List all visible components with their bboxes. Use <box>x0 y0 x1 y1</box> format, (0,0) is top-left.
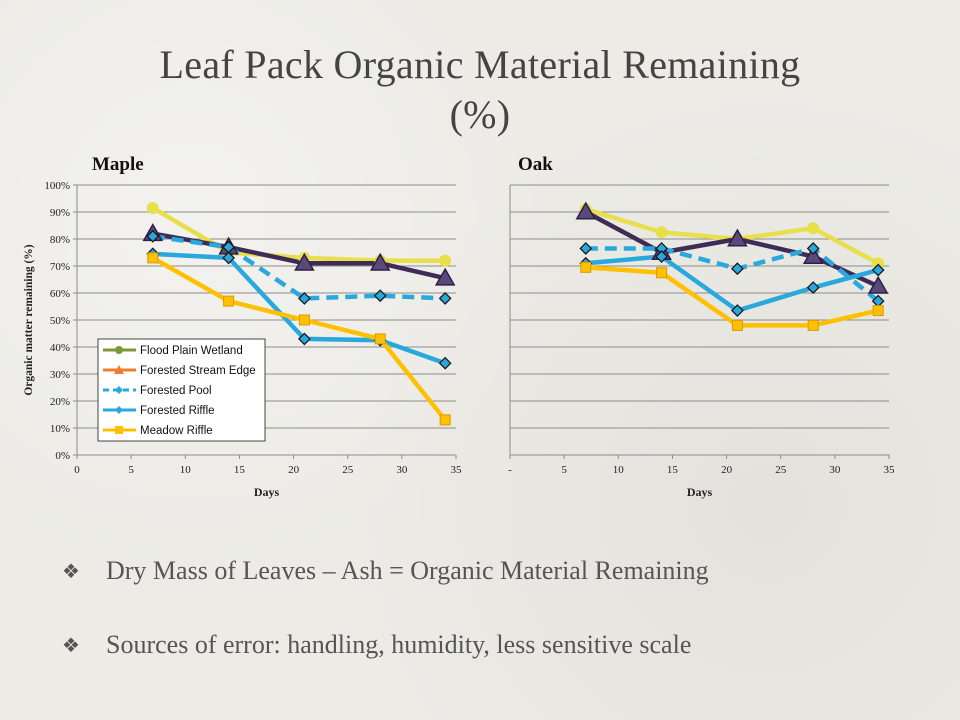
data-point <box>867 275 889 294</box>
y-tick-label: 10% <box>50 423 70 435</box>
data-point <box>656 267 668 279</box>
data-point <box>655 250 669 263</box>
legend-label: Flood Plain Wetland <box>140 345 243 357</box>
y-tick-label: 40% <box>50 342 70 354</box>
legend-marker <box>115 386 123 394</box>
slide-title-line-2: (%) <box>449 92 511 137</box>
y-axis-label: Organic matter remaining (%) <box>23 244 35 395</box>
oak-chart: - 5 10 15 20 25 30 35 Oak Days <box>508 154 895 499</box>
x-tick-label: 0 <box>74 464 80 476</box>
data-point <box>806 242 820 255</box>
x-tick-label: 25 <box>342 464 354 476</box>
data-point <box>655 226 668 239</box>
x-tick-label: 30 <box>829 464 841 476</box>
x-tick-label: 35 <box>884 464 896 476</box>
legend-label: Forested Pool <box>140 385 212 397</box>
data-point <box>223 295 235 307</box>
data-point <box>806 281 820 295</box>
x-tick-label: 35 <box>451 464 463 476</box>
x-axis-label: Days <box>254 485 280 499</box>
data-point <box>575 201 597 220</box>
data-point <box>146 201 159 214</box>
bullet-list: ❖ Dry Mass of Leaves – Ash = Organic Mat… <box>62 548 942 696</box>
data-point <box>438 356 452 370</box>
legend-label: Meadow Riffle <box>140 425 213 437</box>
data-point <box>727 228 748 247</box>
legend-label: Forested Stream Edge <box>140 365 256 377</box>
y-tick-label: 30% <box>50 369 70 381</box>
data-point <box>802 246 824 265</box>
x-tick-label: 25 <box>775 464 787 476</box>
data-point <box>579 242 593 255</box>
data-point <box>807 319 819 331</box>
x-tick-label: 30 <box>396 464 408 476</box>
y-tick-label: 70% <box>50 261 70 273</box>
x-tick-label: 10 <box>613 464 625 476</box>
legend-marker <box>115 406 123 414</box>
data-point <box>374 333 386 345</box>
y-tick-label: 60% <box>50 288 70 300</box>
bullet-text: Dry Mass of Leaves – Ash = Organic Mater… <box>106 556 709 585</box>
chart-title: Maple <box>92 154 144 175</box>
y-tick-label: 80% <box>50 234 70 246</box>
bullet-item: ❖ Dry Mass of Leaves – Ash = Organic Mat… <box>62 548 942 594</box>
data-point <box>297 291 311 305</box>
data-point <box>580 261 592 273</box>
legend-marker <box>115 426 123 434</box>
data-point <box>373 289 387 303</box>
chart-legend: Flood Plain Wetland Forested Stream Edge F… <box>97 338 266 442</box>
data-point <box>298 314 310 326</box>
x-tick-label: 10 <box>180 464 192 476</box>
data-point <box>369 252 391 271</box>
data-point <box>807 222 820 235</box>
data-point <box>434 267 456 286</box>
bullet-icon: ❖ <box>62 559 80 583</box>
legend-marker <box>115 346 123 354</box>
data-point <box>439 254 452 267</box>
chart-title: Oak <box>518 154 553 175</box>
data-point <box>222 251 236 265</box>
x-tick-label: 5 <box>561 464 567 476</box>
bullet-item: ❖ Sources of error: handling, humidity, … <box>62 622 942 668</box>
data-point <box>146 229 160 243</box>
y-tick-label: 100% <box>44 180 70 192</box>
legend-marker <box>114 365 124 374</box>
legend-label: Forested Riffle <box>140 405 215 417</box>
data-point <box>297 332 311 346</box>
data-point <box>294 252 315 271</box>
x-tick-label: 20 <box>288 464 300 476</box>
series-line <box>150 205 448 263</box>
data-point <box>872 305 884 317</box>
y-tick-label: 50% <box>50 315 70 327</box>
y-tick-label: 90% <box>50 207 70 219</box>
y-tick-label: 0% <box>55 450 70 462</box>
x-tick-label: - <box>508 464 512 476</box>
data-point <box>439 414 451 426</box>
slide-title-line-1: Leaf Pack Organic Material Remaining <box>159 42 801 87</box>
x-tick-label: 20 <box>721 464 733 476</box>
x-axis-label: Days <box>687 485 713 499</box>
x-tick-label: 15 <box>667 464 679 476</box>
data-point <box>731 319 743 331</box>
bullet-icon: ❖ <box>62 633 80 657</box>
x-tick-label: 15 <box>234 464 246 476</box>
data-point <box>730 304 744 317</box>
y-tick-label: 20% <box>50 396 70 408</box>
bullet-text: Sources of error: handling, humidity, le… <box>106 630 692 659</box>
data-point <box>730 262 744 276</box>
x-tick-label: 5 <box>128 464 134 476</box>
data-point <box>438 291 452 305</box>
data-point <box>871 263 885 277</box>
data-point <box>147 252 159 264</box>
maple-chart: 0 5 10 15 20 25 30 35 0% 10% 20% 30% 40% 50% 60% 70% 80%… <box>23 154 462 499</box>
slide-title: Leaf Pack Organic Material Remaining (%) <box>0 40 960 140</box>
series-line <box>583 265 881 328</box>
